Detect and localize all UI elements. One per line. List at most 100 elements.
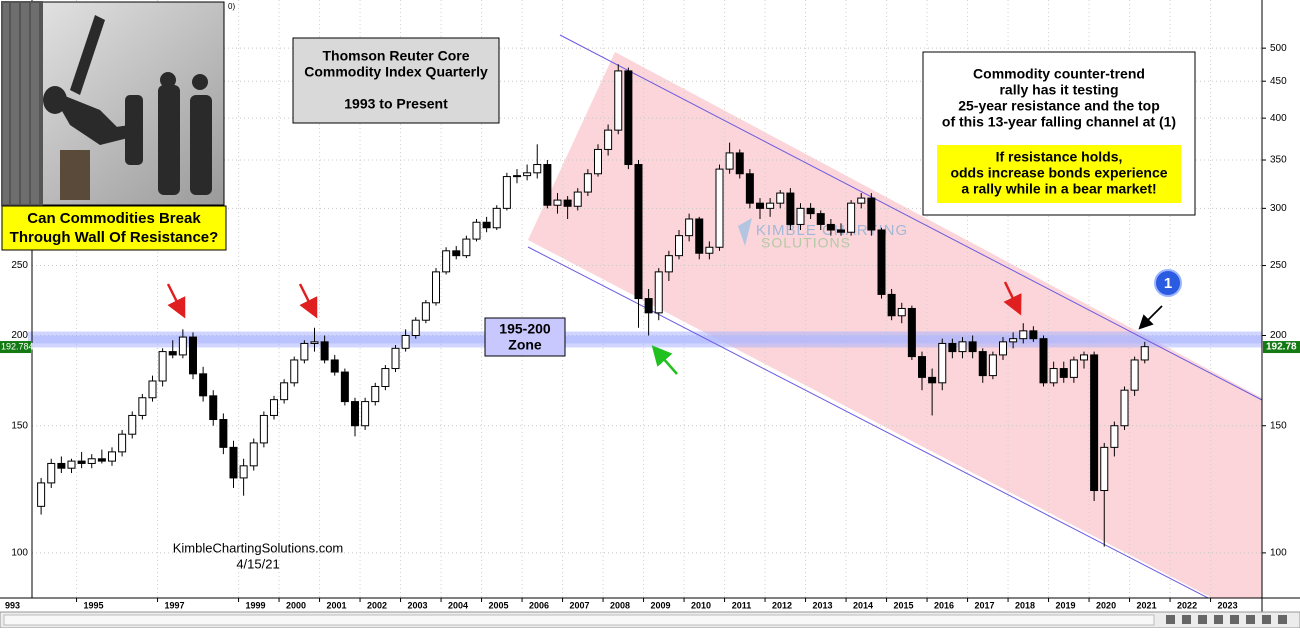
candle-body bbox=[593, 148, 602, 175]
y-tick-label: 100 bbox=[1270, 548, 1287, 559]
note-line: 25-year resistance and the top bbox=[958, 98, 1160, 114]
x-tick-label: 1995 bbox=[84, 600, 104, 610]
photo-wall bbox=[1, 1, 43, 206]
candle-body bbox=[857, 197, 866, 204]
highlight-line: a rally while in a bear market! bbox=[961, 181, 1156, 197]
candle-body bbox=[928, 376, 937, 384]
candle-body bbox=[725, 152, 734, 170]
arrow bbox=[166, 283, 186, 319]
zone-band bbox=[28, 331, 1266, 348]
candle-body bbox=[1019, 330, 1028, 340]
zone-layer bbox=[28, 331, 1266, 348]
tool-icon[interactable] bbox=[1230, 615, 1239, 624]
x-tick-label: 2023 bbox=[1218, 600, 1238, 610]
arrow bbox=[1003, 281, 1022, 316]
chart-title: Thomson Reuter Core bbox=[322, 48, 469, 64]
candle-body bbox=[320, 341, 329, 361]
x-tick-label: 2009 bbox=[651, 600, 671, 610]
candle-body bbox=[917, 356, 926, 378]
x-tick-label: 1997 bbox=[165, 600, 185, 610]
candle-body bbox=[128, 414, 137, 435]
y-tick-label: 200 bbox=[1270, 330, 1287, 341]
candle-body bbox=[583, 173, 592, 193]
candle-body bbox=[300, 342, 309, 361]
candle-body bbox=[755, 202, 764, 209]
tool-icon[interactable] bbox=[1214, 615, 1223, 624]
x-tick-label: 2016 bbox=[934, 600, 954, 610]
highlight-bg bbox=[937, 145, 1181, 203]
x-tick-label: 2018 bbox=[1015, 600, 1035, 610]
candle-body bbox=[816, 213, 825, 225]
candle-body bbox=[371, 385, 380, 403]
channel-top bbox=[559, 34, 1262, 401]
candle-body bbox=[219, 419, 228, 448]
tool-icon[interactable] bbox=[1198, 615, 1207, 624]
candle-body bbox=[1120, 389, 1129, 427]
tool-icon[interactable] bbox=[1166, 615, 1175, 624]
candle-body bbox=[47, 462, 56, 484]
x-tick-label: 2004 bbox=[448, 600, 468, 610]
x-tick-label: 2005 bbox=[489, 600, 509, 610]
candle-body bbox=[442, 250, 451, 273]
candle-body bbox=[634, 164, 643, 300]
x-tick-label: 2002 bbox=[367, 600, 387, 610]
note-line: rally has it testing bbox=[999, 82, 1118, 98]
y-tick-label: 400 bbox=[1270, 113, 1287, 124]
candle-body bbox=[452, 250, 461, 257]
title-box: Thomson Reuter Core Commodity Index Quar… bbox=[292, 37, 500, 124]
tool-icon[interactable] bbox=[1278, 615, 1287, 624]
candle-body bbox=[97, 458, 106, 462]
candle-body bbox=[138, 397, 147, 416]
x-tick-label: 2001 bbox=[327, 600, 347, 610]
watermark-line: SOLUTIONS bbox=[761, 235, 851, 251]
plot-underlay bbox=[528, 52, 1262, 598]
tool-icon[interactable] bbox=[1246, 615, 1255, 624]
tick-labels: 100 150 200 250 300 350 400 450 500 993 1995 1997 19… bbox=[0, 43, 1300, 610]
candle-body bbox=[361, 401, 370, 427]
y-tick-label: 450 bbox=[1270, 76, 1287, 87]
tool-icon[interactable] bbox=[1182, 615, 1191, 624]
x-tick-label: 2006 bbox=[529, 600, 549, 610]
candle-body bbox=[1049, 368, 1058, 384]
x-tick-label: 2020 bbox=[1096, 600, 1116, 610]
candle-body bbox=[685, 218, 694, 237]
note-line: of this 13-year falling channel at (1) bbox=[942, 114, 1176, 130]
candle-body bbox=[786, 192, 795, 225]
candle-body bbox=[391, 347, 400, 370]
candle-body bbox=[148, 380, 157, 399]
candle-body bbox=[512, 175, 521, 178]
channel-bottom bbox=[527, 246, 1210, 598]
candle-body bbox=[614, 70, 623, 131]
candle-body bbox=[290, 359, 299, 384]
photo-figures bbox=[43, 15, 212, 200]
candle-body bbox=[158, 351, 167, 382]
watermark-logo bbox=[738, 218, 752, 246]
caption-line: Through Wall Of Resistance? bbox=[10, 229, 219, 246]
scrollbar[interactable] bbox=[3, 614, 1155, 626]
channel-lines bbox=[527, 34, 1262, 598]
candle-body bbox=[249, 442, 258, 467]
candle-body bbox=[482, 221, 491, 229]
y-tick-label: 250 bbox=[1270, 260, 1287, 271]
candle-body bbox=[350, 401, 359, 427]
candle-body bbox=[239, 465, 248, 479]
tool-icon[interactable] bbox=[1262, 615, 1271, 624]
candle-body bbox=[877, 229, 886, 295]
candle-body bbox=[381, 368, 390, 387]
candle-body bbox=[118, 433, 127, 453]
arrows bbox=[166, 281, 1163, 375]
y-tick-label-left: 150 bbox=[11, 420, 28, 431]
toolbar bbox=[1166, 615, 1287, 624]
x-tick-label: 1999 bbox=[246, 600, 266, 610]
photo bbox=[1, 1, 225, 206]
x-tick-label: 2017 bbox=[975, 600, 995, 610]
note-line: Commodity counter-trend bbox=[973, 66, 1145, 82]
marker-label: 1 bbox=[1164, 275, 1172, 292]
candle-body bbox=[310, 341, 319, 344]
candle-body bbox=[573, 191, 582, 207]
candle-body bbox=[836, 229, 845, 233]
candle-body bbox=[867, 197, 876, 231]
caption-line: Can Commodities Break bbox=[27, 210, 201, 227]
marker-circle bbox=[1154, 269, 1182, 297]
